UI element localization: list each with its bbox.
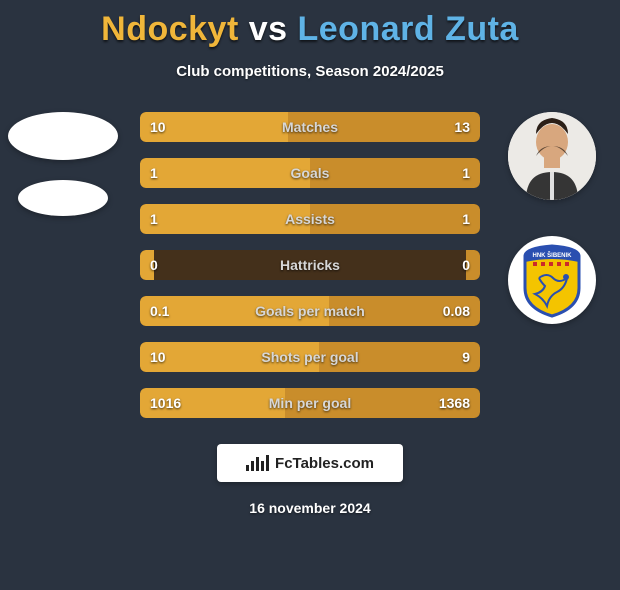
stat-value-right: 1 [462, 204, 470, 234]
player2-name: Leonard Zuta [298, 10, 519, 48]
stat-value-right: 1 [462, 158, 470, 188]
footer-site-link[interactable]: FcTables.com [217, 444, 403, 482]
main-title: Ndockyt vs Leonard Zuta [0, 10, 620, 49]
stat-value-right: 0 [462, 250, 470, 280]
player1-name: Ndockyt [101, 10, 239, 48]
stat-row: 0.10.08Goals per match [140, 296, 480, 326]
content-area: 1013Matches11Goals11Assists00Hattricks0.… [0, 112, 620, 432]
vs-label: vs [249, 10, 298, 48]
player2-headshot-icon [508, 112, 596, 200]
stat-value-right: 9 [462, 342, 470, 372]
barchart-icon [246, 455, 269, 471]
stat-value-right: 0.08 [443, 296, 470, 326]
right-avatar-column: HNK ŠIBENIK [502, 112, 612, 324]
stat-value-left: 1 [150, 158, 158, 188]
stat-row: 11Goals [140, 158, 480, 188]
stat-value-left: 1 [150, 204, 158, 234]
player2-club-badge-icon: HNK ŠIBENIK [508, 236, 596, 324]
stat-value-left: 10 [150, 112, 166, 142]
player1-silhouette-icon [8, 112, 118, 160]
stat-value-right: 1368 [439, 388, 470, 418]
stat-row: 00Hattricks [140, 250, 480, 280]
stat-row: 109Shots per goal [140, 342, 480, 372]
stat-row: 10161368Min per goal [140, 388, 480, 418]
stat-value-left: 0 [150, 250, 158, 280]
player1-club-silhouette-icon [18, 180, 108, 216]
stats-bars: 1013Matches11Goals11Assists00Hattricks0.… [140, 112, 480, 434]
stat-value-left: 0.1 [150, 296, 169, 326]
stat-value-left: 10 [150, 342, 166, 372]
footer-site-label: FcTables.com [275, 455, 374, 472]
stat-row: 1013Matches [140, 112, 480, 142]
stat-row: 11Assists [140, 204, 480, 234]
stat-value-right: 13 [454, 112, 470, 142]
left-avatar-column [8, 112, 118, 216]
svg-text:HNK ŠIBENIK: HNK ŠIBENIK [532, 251, 572, 259]
footer-date: 16 november 2024 [0, 500, 620, 516]
stat-value-left: 1016 [150, 388, 181, 418]
subtitle: Club competitions, Season 2024/2025 [0, 63, 620, 80]
